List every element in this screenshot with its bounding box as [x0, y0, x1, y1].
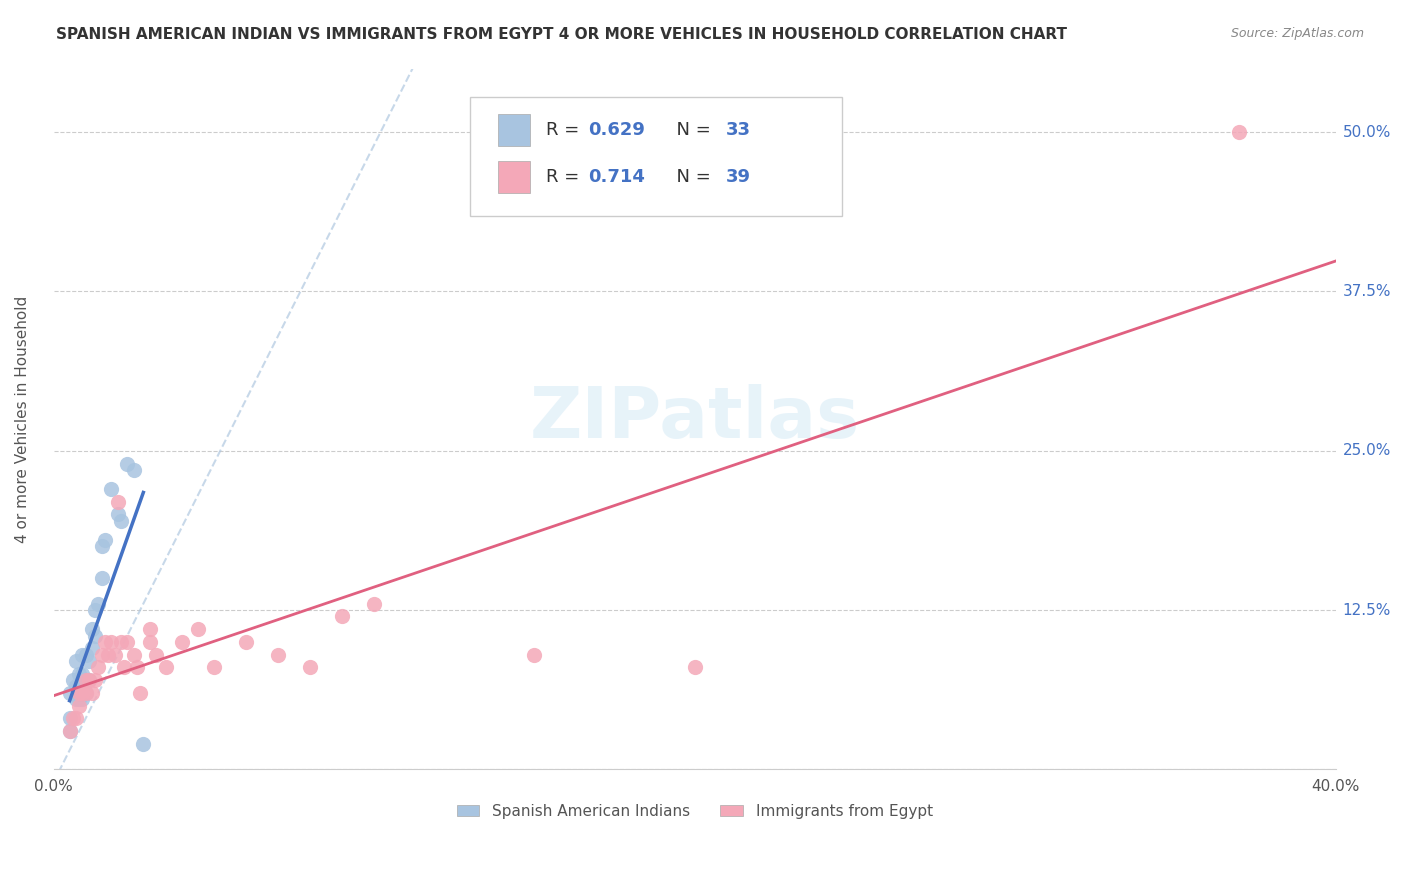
- Point: [523, 648, 546, 662]
- Text: 39: 39: [725, 168, 751, 186]
- Point: [267, 648, 290, 662]
- Text: 12.5%: 12.5%: [1343, 602, 1391, 617]
- Point: [65, 692, 87, 706]
- Point: [62, 673, 84, 687]
- Text: ZIPatlas: ZIPatlas: [530, 384, 859, 453]
- Point: [187, 622, 209, 636]
- Point: [72, 692, 94, 706]
- Point: [122, 463, 145, 477]
- Text: 50.0%: 50.0%: [1343, 125, 1391, 140]
- Point: [84, 603, 107, 617]
- Text: Source: ZipAtlas.com: Source: ZipAtlas.com: [1230, 27, 1364, 40]
- Point: [65, 654, 87, 668]
- Point: [77, 654, 100, 668]
- Text: N =: N =: [665, 121, 717, 139]
- Point: [94, 635, 117, 649]
- Point: [75, 686, 97, 700]
- Point: [110, 514, 132, 528]
- Point: [155, 660, 177, 674]
- Point: [67, 680, 90, 694]
- Point: [1229, 125, 1251, 139]
- Point: [107, 508, 129, 522]
- Point: [67, 666, 90, 681]
- Point: [170, 635, 193, 649]
- Point: [77, 673, 100, 687]
- Point: [117, 457, 139, 471]
- Point: [330, 609, 353, 624]
- Point: [97, 648, 120, 662]
- Point: [112, 660, 135, 674]
- Point: [117, 635, 139, 649]
- Point: [59, 711, 82, 725]
- Y-axis label: 4 or more Vehicles in Household: 4 or more Vehicles in Household: [15, 295, 30, 542]
- Point: [90, 571, 112, 585]
- Point: [65, 711, 87, 725]
- FancyBboxPatch shape: [499, 161, 530, 193]
- Text: 25.0%: 25.0%: [1343, 443, 1391, 458]
- Text: 0.714: 0.714: [588, 168, 645, 186]
- Point: [94, 533, 117, 547]
- Text: R =: R =: [546, 168, 585, 186]
- Point: [67, 686, 90, 700]
- Point: [80, 622, 103, 636]
- Point: [62, 711, 84, 725]
- Point: [125, 660, 148, 674]
- Point: [75, 673, 97, 687]
- Point: [77, 673, 100, 687]
- Point: [59, 724, 82, 739]
- Point: [107, 494, 129, 508]
- Point: [80, 686, 103, 700]
- Point: [80, 641, 103, 656]
- Text: R =: R =: [546, 121, 585, 139]
- Point: [72, 680, 94, 694]
- Point: [72, 686, 94, 700]
- Legend: Spanish American Indians, Immigrants from Egypt: Spanish American Indians, Immigrants fro…: [450, 797, 939, 825]
- Text: N =: N =: [665, 168, 717, 186]
- Point: [129, 686, 152, 700]
- Point: [363, 597, 385, 611]
- Point: [683, 660, 706, 674]
- Point: [90, 648, 112, 662]
- Point: [235, 635, 257, 649]
- Text: SPANISH AMERICAN INDIAN VS IMMIGRANTS FROM EGYPT 4 OR MORE VEHICLES IN HOUSEHOLD: SPANISH AMERICAN INDIAN VS IMMIGRANTS FR…: [56, 27, 1067, 42]
- Point: [145, 648, 167, 662]
- Point: [87, 660, 110, 674]
- Point: [67, 698, 90, 713]
- Point: [100, 482, 122, 496]
- Point: [110, 635, 132, 649]
- Point: [103, 648, 125, 662]
- Point: [65, 680, 87, 694]
- Point: [59, 686, 82, 700]
- Point: [90, 539, 112, 553]
- Text: 37.5%: 37.5%: [1343, 284, 1391, 299]
- Point: [75, 648, 97, 662]
- Point: [67, 692, 90, 706]
- Point: [72, 666, 94, 681]
- Point: [298, 660, 321, 674]
- Point: [75, 686, 97, 700]
- FancyBboxPatch shape: [470, 96, 842, 216]
- Point: [87, 597, 110, 611]
- Point: [84, 673, 107, 687]
- Point: [202, 660, 225, 674]
- Point: [139, 635, 162, 649]
- Text: 0.629: 0.629: [588, 121, 645, 139]
- Point: [139, 622, 162, 636]
- Point: [72, 648, 94, 662]
- Point: [132, 737, 155, 751]
- Point: [84, 628, 107, 642]
- Point: [75, 673, 97, 687]
- Point: [122, 648, 145, 662]
- Point: [59, 724, 82, 739]
- Text: 33: 33: [725, 121, 751, 139]
- Point: [100, 635, 122, 649]
- FancyBboxPatch shape: [499, 114, 530, 146]
